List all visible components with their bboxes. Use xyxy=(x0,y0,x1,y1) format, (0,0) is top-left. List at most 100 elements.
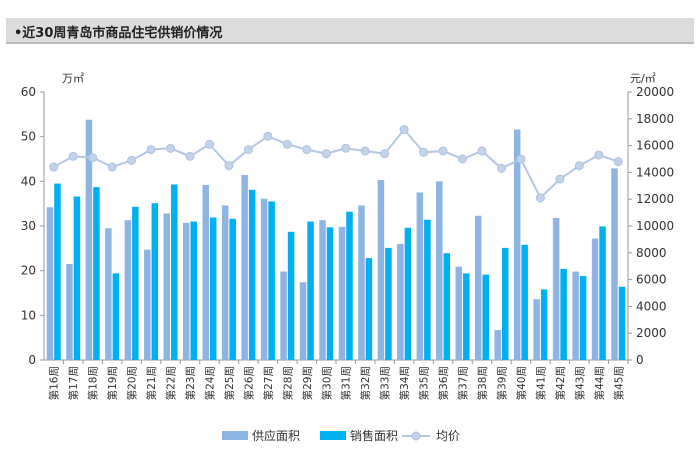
x-tick-label: 第21周 xyxy=(145,366,158,400)
x-tick-label: 第16周 xyxy=(48,366,61,400)
left-tick-label: 50 xyxy=(21,130,36,144)
sales-bar xyxy=(385,247,392,360)
supply-bar xyxy=(124,220,132,360)
x-tick-label: 第43周 xyxy=(573,366,586,400)
right-tick-label: 16000 xyxy=(636,139,674,153)
supply-bar xyxy=(241,175,248,360)
supply-bar xyxy=(377,179,385,360)
sales-bar xyxy=(151,203,159,360)
price-point xyxy=(458,154,468,164)
sales-bar xyxy=(618,286,626,360)
supply-bar xyxy=(66,263,73,360)
price-point xyxy=(204,139,214,149)
x-tick-label: 第31周 xyxy=(340,366,353,400)
sales-bar xyxy=(482,274,489,360)
x-tick-label: 第30周 xyxy=(320,366,333,400)
sales-bar xyxy=(93,187,100,360)
sales-bar xyxy=(521,244,528,360)
left-axis-unit: 万㎡ xyxy=(62,72,84,85)
x-tick-label: 第18周 xyxy=(87,366,100,400)
left-tick-label: 10 xyxy=(21,308,36,322)
price-point xyxy=(263,131,273,141)
x-tick-label: 第34周 xyxy=(398,366,411,400)
price-point xyxy=(574,161,584,171)
price-point xyxy=(535,193,545,203)
supply-bar xyxy=(338,226,346,360)
sales-bar xyxy=(443,253,451,360)
right-tick-label: 6000 xyxy=(636,273,667,287)
right-tick-label: 12000 xyxy=(636,192,674,206)
legend-swatch-supply xyxy=(222,431,248,440)
legend-marker-price xyxy=(411,431,421,441)
supply-bar xyxy=(611,168,618,360)
sales-bar xyxy=(404,227,412,360)
price-point xyxy=(88,153,98,163)
left-tick-label: 60 xyxy=(21,85,36,99)
supply-bar xyxy=(319,220,326,360)
x-tick-label: 第38周 xyxy=(476,366,489,400)
supply-bar xyxy=(183,222,190,360)
supply-bar xyxy=(221,205,229,360)
sales-bar xyxy=(54,183,61,360)
supply-bar xyxy=(202,184,209,360)
supply-bar xyxy=(591,238,599,360)
x-tick-label: 第32周 xyxy=(359,366,372,400)
x-tick-label: 第40周 xyxy=(515,366,528,400)
sales-bar xyxy=(501,247,509,360)
x-tick-label: 第45周 xyxy=(612,366,625,400)
supply-bar xyxy=(455,266,463,360)
supply-bar xyxy=(163,213,171,360)
supply-bar xyxy=(572,271,579,360)
left-tick-label: 40 xyxy=(21,174,36,188)
sales-bar xyxy=(463,273,470,360)
x-tick-label: 第44周 xyxy=(593,366,606,400)
supply-bar xyxy=(416,192,424,360)
x-tick-label: 第42周 xyxy=(554,366,567,400)
x-tick-label: 第19周 xyxy=(106,366,119,400)
x-tick-label: 第35周 xyxy=(418,366,431,400)
sales-bar xyxy=(424,219,431,360)
x-tick-label: 第25周 xyxy=(223,366,236,400)
sales-bar xyxy=(209,217,217,360)
supply-bar xyxy=(299,282,307,360)
sales-bar xyxy=(365,258,373,360)
legend-label-sales: 销售面积 xyxy=(350,428,398,443)
x-tick-label: 第37周 xyxy=(457,366,470,400)
supply-bar xyxy=(552,217,560,360)
left-tick-label: 30 xyxy=(21,219,36,233)
left-tick-label: 20 xyxy=(21,264,36,278)
sales-bar xyxy=(73,196,81,360)
price-point xyxy=(438,146,448,156)
price-point xyxy=(477,146,487,156)
sales-bar xyxy=(229,218,236,360)
supply-bar xyxy=(46,207,54,360)
supply-bar xyxy=(144,249,151,360)
price-point xyxy=(321,149,331,159)
sales-bar xyxy=(326,227,334,360)
x-tick-label: 第29周 xyxy=(301,366,314,400)
supply-bar xyxy=(533,299,540,360)
x-tick-label: 第28周 xyxy=(281,366,294,400)
supply-bar xyxy=(436,181,443,360)
price-point xyxy=(185,151,195,161)
x-tick-label: 第36周 xyxy=(437,366,450,400)
sales-bar xyxy=(112,273,120,360)
price-point xyxy=(49,162,59,172)
x-tick-label: 第39周 xyxy=(495,366,508,400)
right-tick-label: 10000 xyxy=(636,219,674,233)
x-tick-label: 第27周 xyxy=(262,366,275,400)
x-tick-label: 第23周 xyxy=(184,366,197,400)
price-line xyxy=(53,127,619,200)
legend-swatch-sales xyxy=(320,431,346,440)
price-point xyxy=(166,143,176,153)
x-tick-label: 第24周 xyxy=(203,366,216,400)
price-point xyxy=(380,149,390,159)
price-point xyxy=(555,174,565,184)
sales-bar xyxy=(248,189,256,360)
price-point xyxy=(399,125,409,135)
sales-bar xyxy=(540,289,548,360)
right-tick-label: 4000 xyxy=(636,299,667,313)
price-point xyxy=(341,143,351,153)
x-tick-label: 第17周 xyxy=(67,366,80,400)
